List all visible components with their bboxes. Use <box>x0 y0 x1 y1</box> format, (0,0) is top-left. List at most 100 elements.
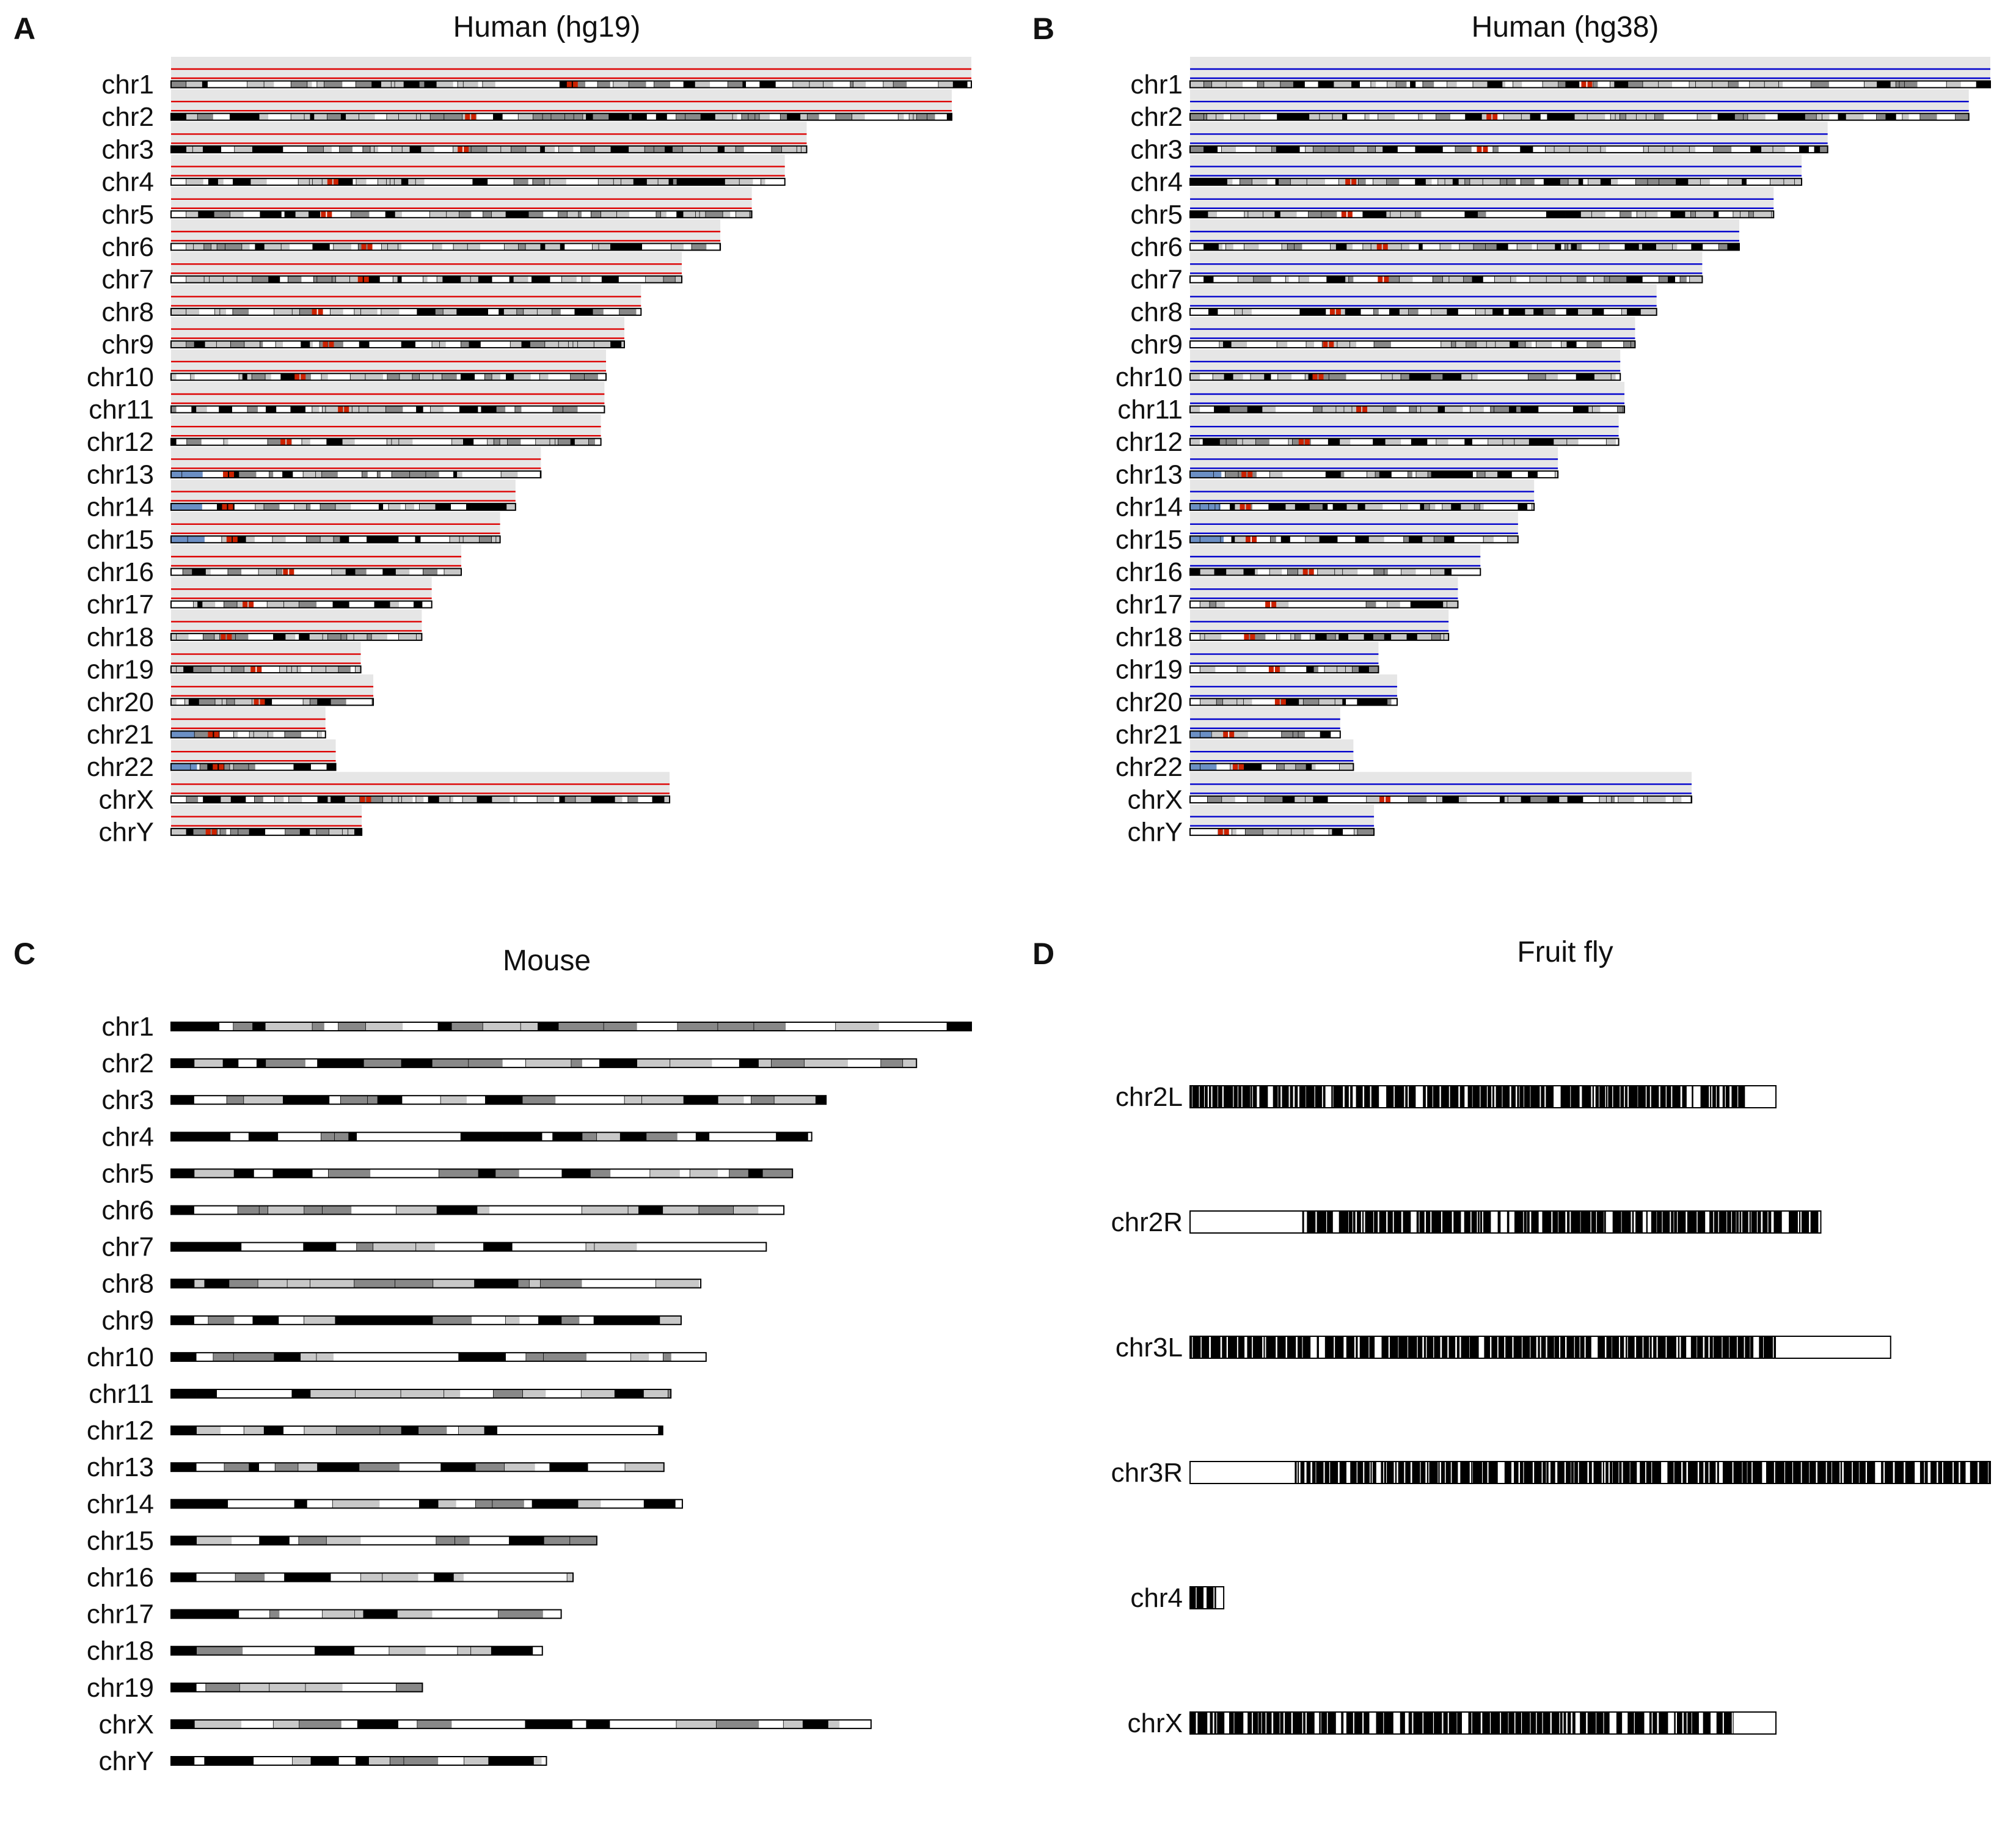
feature-stripe <box>1492 1086 1494 1108</box>
band <box>203 633 214 640</box>
feature-stripe <box>1233 1086 1238 1108</box>
feature-stripe <box>1609 1462 1612 1484</box>
band <box>1342 568 1358 576</box>
band <box>171 1609 197 1619</box>
band <box>1764 81 1779 88</box>
band <box>1276 763 1285 770</box>
band <box>664 796 670 803</box>
centromere <box>1246 536 1251 543</box>
chr-label: chr13 <box>87 459 154 489</box>
band <box>1444 568 1452 576</box>
feature-stripe <box>1483 1211 1491 1233</box>
band <box>1226 438 1237 445</box>
centromere <box>243 601 248 608</box>
band <box>1345 666 1353 673</box>
band <box>1430 145 1443 153</box>
feature-stripe <box>1201 1336 1210 1358</box>
band <box>268 1206 304 1215</box>
band <box>217 243 225 251</box>
ideogram-outline <box>170 340 625 349</box>
band <box>398 113 417 120</box>
band <box>321 373 328 381</box>
feature-stripe <box>1450 1086 1459 1108</box>
band <box>276 341 283 348</box>
band <box>284 731 302 738</box>
band <box>754 113 759 120</box>
feature-stripe <box>1678 1336 1680 1358</box>
band <box>1631 341 1635 348</box>
band <box>196 1536 232 1545</box>
feature-stripe <box>1469 1336 1479 1358</box>
chr-label: chr22 <box>1116 752 1183 782</box>
band <box>356 178 367 186</box>
band <box>578 1499 601 1509</box>
feature-stripe <box>1697 1336 1703 1358</box>
feature-stripe <box>1554 1336 1560 1358</box>
feature-stripe <box>1704 1336 1709 1358</box>
band <box>1568 243 1571 251</box>
band <box>1420 503 1424 511</box>
band <box>414 601 423 608</box>
band <box>292 308 300 315</box>
feature-stripe <box>1369 1336 1375 1358</box>
band <box>232 308 249 315</box>
feature-stripe <box>1596 1211 1604 1233</box>
band <box>1569 145 1588 153</box>
band <box>516 308 524 315</box>
band <box>453 145 459 153</box>
band <box>1466 341 1477 348</box>
band <box>1620 113 1626 120</box>
band <box>370 145 374 153</box>
band <box>1577 276 1587 283</box>
band <box>1410 81 1416 88</box>
band <box>259 1536 290 1545</box>
band <box>569 1536 597 1545</box>
centromere <box>1252 536 1257 543</box>
band <box>291 81 307 88</box>
chromosome-chr14: chr14 <box>87 1489 683 1519</box>
feature-stripe <box>1666 1086 1671 1108</box>
feature-stripe <box>1484 1336 1491 1358</box>
band <box>272 1169 313 1178</box>
band <box>656 211 661 218</box>
feature-stripe <box>1287 1336 1296 1358</box>
ideogram-outline <box>170 535 501 544</box>
band <box>513 276 528 283</box>
band <box>1546 276 1561 283</box>
band <box>415 1242 435 1251</box>
centromere <box>1312 373 1318 381</box>
feature-stripe <box>1592 1086 1594 1108</box>
feature-stripe <box>1354 1712 1363 1734</box>
feature-stripe <box>1802 1462 1810 1484</box>
band <box>567 1573 574 1582</box>
band <box>1778 113 1789 120</box>
centromere <box>1492 113 1498 120</box>
band <box>446 211 459 218</box>
band <box>1753 211 1772 218</box>
band <box>1373 568 1384 576</box>
feature-stripe <box>1379 1211 1387 1233</box>
band <box>352 406 359 413</box>
band <box>432 1059 469 1068</box>
band <box>582 1206 629 1215</box>
band <box>499 308 504 315</box>
band <box>540 145 545 153</box>
feature-stripe <box>1393 1211 1401 1233</box>
band <box>367 1096 378 1105</box>
band <box>1326 633 1336 640</box>
band <box>208 1315 235 1325</box>
feature-stripe <box>1398 1336 1408 1358</box>
feature-stripe <box>1266 1336 1276 1358</box>
feature-stripe <box>1588 1462 1592 1484</box>
band <box>571 438 575 445</box>
band <box>570 373 585 381</box>
band <box>1469 178 1483 186</box>
band <box>474 1279 519 1288</box>
band <box>1284 763 1296 770</box>
band <box>1299 276 1310 283</box>
feature-stripe <box>1546 1462 1549 1484</box>
band <box>1211 81 1227 88</box>
band <box>435 503 451 511</box>
band <box>194 1169 235 1178</box>
band <box>478 276 492 283</box>
